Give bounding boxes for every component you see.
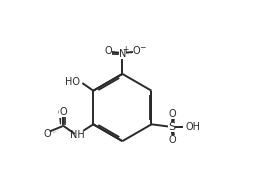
- Text: NH: NH: [70, 130, 84, 140]
- Text: O: O: [169, 109, 176, 119]
- Text: −: −: [139, 43, 146, 52]
- Text: O: O: [104, 46, 112, 56]
- Text: O: O: [59, 107, 67, 117]
- Text: O: O: [133, 46, 141, 56]
- Text: O: O: [44, 129, 51, 139]
- Text: OH: OH: [186, 122, 201, 132]
- Text: O: O: [58, 108, 65, 118]
- Text: O: O: [43, 130, 51, 140]
- Text: N: N: [119, 49, 126, 59]
- Text: O: O: [169, 135, 176, 145]
- Text: S: S: [168, 122, 175, 132]
- Text: +: +: [123, 46, 129, 54]
- Text: O: O: [44, 130, 51, 140]
- Text: HO: HO: [65, 77, 80, 87]
